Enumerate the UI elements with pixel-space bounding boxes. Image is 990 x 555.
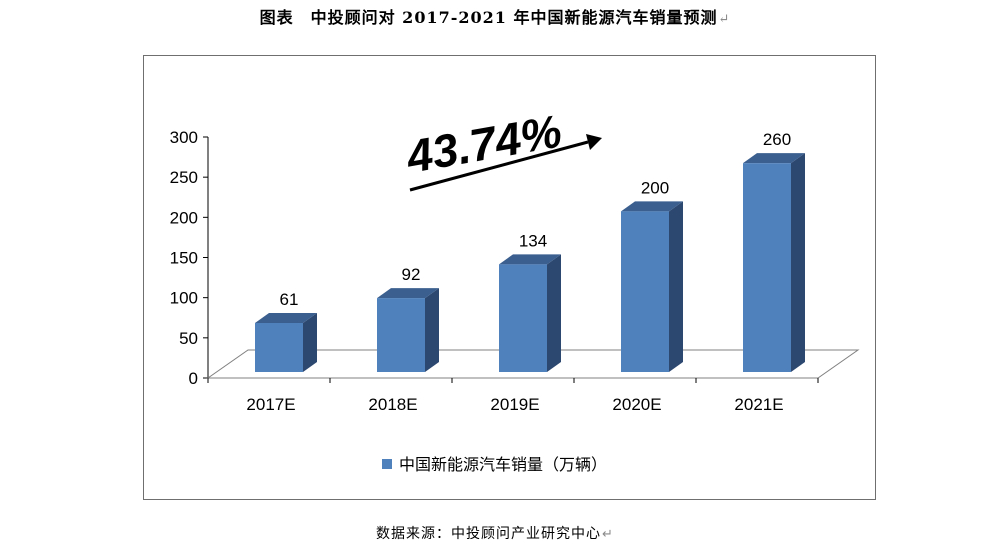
bar-side-face [669,201,683,372]
y-tick-label: 250 [170,168,198,187]
bar-top-face [377,288,439,299]
bar-side-face [303,312,317,372]
data-label: 92 [402,265,421,284]
growth-arrow-line [409,140,589,192]
data-label: 134 [519,231,547,250]
bar [377,288,439,372]
y-tick-label: 200 [170,208,198,227]
page-title: 图表 中投顾问对 2017-2021 年中国新能源汽车销量预测↵ [0,4,990,28]
bar-top-face [743,153,805,164]
bar-front-face [499,264,547,372]
legend: 中国新能源汽车销量（万辆） [382,455,607,474]
growth-arrow-head-icon [586,134,602,150]
y-tick-label: 0 [189,369,198,388]
bar-front-face [377,298,425,372]
bar-front-face [621,211,669,372]
y-tick-label: 300 [170,128,198,147]
bar [499,254,561,372]
source-text: 数据来源：中投顾问产业研究中心 [376,526,602,542]
y-tick-label: 150 [170,249,198,268]
chart-floor [206,349,860,379]
bar-side-face [791,153,805,372]
paragraph-mark-icon: ↵ [718,12,731,27]
data-label: 200 [641,178,669,197]
bar [255,312,317,372]
bar [743,153,805,372]
x-tick-label: 2021E [734,395,783,414]
bar-side-face [547,254,561,372]
bar-top-face [621,201,683,212]
source-note: 数据来源：中投顾问产业研究中心↵ [0,523,990,543]
data-label: 260 [763,130,791,149]
bar [621,201,683,372]
bar-top-face [499,254,561,265]
bar-front-face [743,163,791,372]
x-tick-label: 2018E [368,395,417,414]
data-label: 61 [280,290,299,309]
bar-front-face [255,322,303,372]
bars-layer [255,153,805,372]
y-tick-label: 50 [179,329,198,348]
x-tick-label: 2017E [246,395,295,414]
x-tick-label: 2019E [490,395,539,414]
bar-top-face [255,312,317,323]
labels-layer: 61 2017E 92 2018E 134 2019E 200 2020E 260 2021E [246,130,791,414]
y-tick-label: 100 [170,289,198,308]
page-title-text: 图表 中投顾问对 2017-2021 年中国新能源汽车销量预测 [259,8,718,27]
paragraph-mark-icon: ↵ [602,527,614,542]
legend-label: 中国新能源汽车销量（万辆） [399,455,607,474]
x-tick-label: 2020E [612,395,661,414]
growth-annotation: 43.74% [402,105,602,192]
bar-side-face [425,288,439,372]
axis-layer: 0 50 100 150 200 250 300 [170,128,860,388]
legend-swatch [382,459,392,469]
